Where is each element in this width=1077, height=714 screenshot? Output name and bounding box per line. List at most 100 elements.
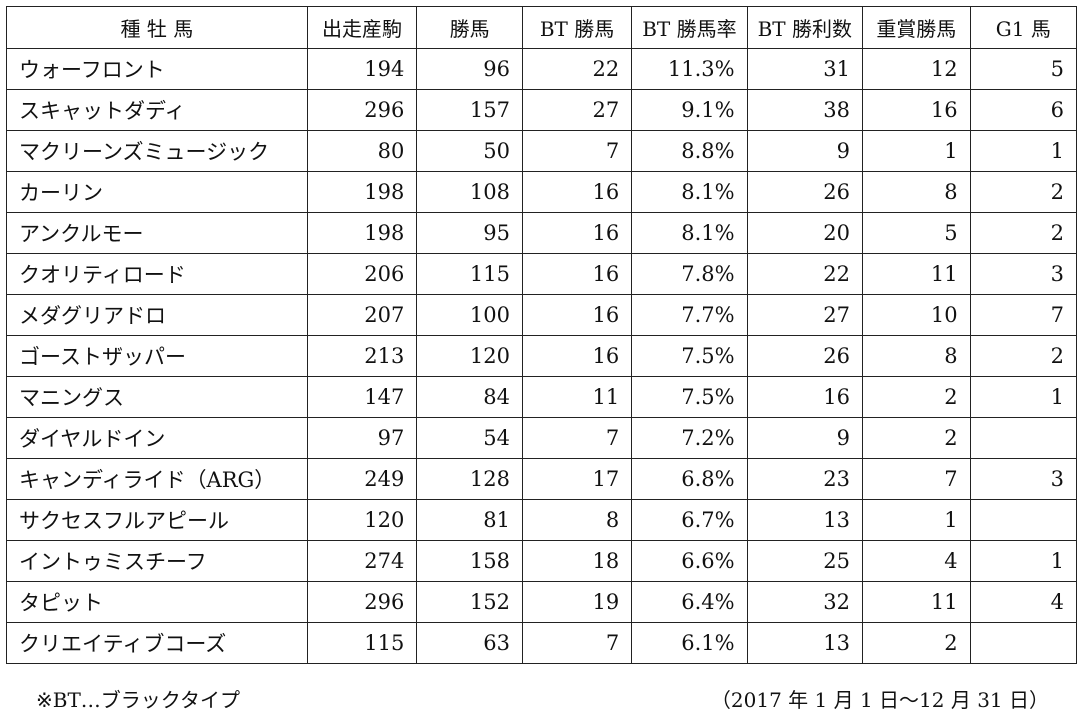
cell-bt-winner-rate: 9.1% bbox=[631, 89, 748, 131]
cell-bt-winners: 7 bbox=[521, 622, 633, 664]
cell-winners: 108 bbox=[416, 171, 523, 213]
cell-graded-winners: 5 bbox=[862, 212, 971, 254]
cell-winners: 95 bbox=[416, 212, 523, 254]
cell-bt-winner-rate: 7.7% bbox=[631, 294, 748, 336]
cell-starters: 207 bbox=[306, 294, 418, 336]
cell-sire-name: イントゥミスチーフ bbox=[6, 540, 308, 582]
cell-bt-wins: 26 bbox=[746, 171, 864, 213]
cell-sire-name: タピット bbox=[6, 581, 308, 623]
cell-bt-winners: 7 bbox=[521, 130, 633, 172]
cell-g1-horses: 3 bbox=[969, 458, 1077, 500]
cell-bt-wins: 9 bbox=[746, 130, 864, 172]
cell-graded-winners: 10 bbox=[862, 294, 971, 336]
cell-g1-horses bbox=[969, 622, 1077, 664]
table-row: サクセスフルアピール 120 81 8 6.7% 13 1 bbox=[6, 499, 1077, 541]
cell-graded-winners: 7 bbox=[862, 458, 971, 500]
header-starters: 出走産駒 bbox=[306, 6, 418, 49]
table-header: 種 牡 馬 出走産駒 勝馬 BT 勝馬 BT 勝馬率 BT 勝利数 重賞勝馬 G… bbox=[6, 6, 1077, 49]
header-bt-winner-rate: BT 勝馬率 bbox=[631, 6, 748, 49]
cell-sire-name: クオリティロード bbox=[6, 253, 308, 295]
cell-g1-horses: 7 bbox=[969, 294, 1077, 336]
footnote: ※BT…ブラックタイプ bbox=[36, 688, 240, 712]
cell-bt-winners: 16 bbox=[521, 335, 633, 377]
cell-starters: 194 bbox=[306, 48, 418, 90]
cell-bt-winner-rate: 7.5% bbox=[631, 335, 748, 377]
cell-starters: 115 bbox=[306, 622, 418, 664]
cell-bt-wins: 32 bbox=[746, 581, 864, 623]
cell-winners: 128 bbox=[416, 458, 523, 500]
cell-graded-winners: 11 bbox=[862, 253, 971, 295]
cell-starters: 206 bbox=[306, 253, 418, 295]
cell-g1-horses: 2 bbox=[969, 212, 1077, 254]
table-row: ダイヤルドイン 97 54 7 7.2% 9 2 bbox=[6, 417, 1077, 459]
cell-bt-winners: 16 bbox=[521, 294, 633, 336]
cell-starters: 274 bbox=[306, 540, 418, 582]
cell-graded-winners: 4 bbox=[862, 540, 971, 582]
cell-bt-winners: 16 bbox=[521, 212, 633, 254]
cell-bt-winner-rate: 6.6% bbox=[631, 540, 748, 582]
table-row: ウォーフロント 194 96 22 11.3% 31 12 5 bbox=[6, 48, 1077, 90]
cell-winners: 158 bbox=[416, 540, 523, 582]
cell-bt-wins: 20 bbox=[746, 212, 864, 254]
cell-sire-name: クリエイティブコーズ bbox=[6, 622, 308, 664]
cell-g1-horses: 6 bbox=[969, 89, 1077, 131]
cell-graded-winners: 12 bbox=[862, 48, 971, 90]
cell-bt-wins: 23 bbox=[746, 458, 864, 500]
cell-starters: 120 bbox=[306, 499, 418, 541]
cell-graded-winners: 1 bbox=[862, 499, 971, 541]
period-note: （2017 年 1 月 1 日～12 月 31 日） bbox=[710, 688, 1049, 712]
cell-bt-winner-rate: 7.8% bbox=[631, 253, 748, 295]
cell-bt-winner-rate: 6.1% bbox=[631, 622, 748, 664]
cell-bt-winners: 7 bbox=[521, 417, 633, 459]
table-row: イントゥミスチーフ 274 158 18 6.6% 25 4 1 bbox=[6, 540, 1077, 582]
cell-bt-winners: 16 bbox=[521, 253, 633, 295]
header-winners: 勝馬 bbox=[416, 6, 523, 49]
table-row: クオリティロード 206 115 16 7.8% 22 11 3 bbox=[6, 253, 1077, 295]
cell-bt-winner-rate: 7.5% bbox=[631, 376, 748, 418]
cell-bt-wins: 27 bbox=[746, 294, 864, 336]
cell-winners: 96 bbox=[416, 48, 523, 90]
table-body: ウォーフロント 194 96 22 11.3% 31 12 5 スキャットダディ 296 157 27… bbox=[6, 48, 1077, 664]
table-row: マニングス 147 84 11 7.5% 16 2 1 bbox=[6, 376, 1077, 418]
cell-g1-horses: 3 bbox=[969, 253, 1077, 295]
table-row: アンクルモー 198 95 16 8.1% 20 5 2 bbox=[6, 212, 1077, 254]
cell-graded-winners: 8 bbox=[862, 171, 971, 213]
cell-winners: 81 bbox=[416, 499, 523, 541]
cell-sire-name: メダグリアドロ bbox=[6, 294, 308, 336]
cell-bt-wins: 16 bbox=[746, 376, 864, 418]
cell-winners: 152 bbox=[416, 581, 523, 623]
cell-bt-wins: 26 bbox=[746, 335, 864, 377]
cell-graded-winners: 2 bbox=[862, 417, 971, 459]
cell-g1-horses bbox=[969, 499, 1077, 541]
cell-bt-wins: 31 bbox=[746, 48, 864, 90]
cell-sire-name: アンクルモー bbox=[6, 212, 308, 254]
cell-bt-wins: 22 bbox=[746, 253, 864, 295]
cell-sire-name: スキャットダディ bbox=[6, 89, 308, 131]
header-sire: 種 牡 馬 bbox=[6, 6, 308, 49]
cell-graded-winners: 1 bbox=[862, 130, 971, 172]
cell-sire-name: マニングス bbox=[6, 376, 308, 418]
cell-graded-winners: 2 bbox=[862, 622, 971, 664]
cell-bt-winner-rate: 8.8% bbox=[631, 130, 748, 172]
cell-sire-name: カーリン bbox=[6, 171, 308, 213]
cell-bt-winners: 17 bbox=[521, 458, 633, 500]
cell-winners: 63 bbox=[416, 622, 523, 664]
table-row: タピット 296 152 19 6.4% 32 11 4 bbox=[6, 581, 1077, 623]
cell-sire-name: ウォーフロント bbox=[6, 48, 308, 90]
cell-g1-horses: 1 bbox=[969, 540, 1077, 582]
cell-bt-wins: 13 bbox=[746, 622, 864, 664]
table-row: キャンディライド（ARG） 249 128 17 6.8% 23 7 3 bbox=[6, 458, 1077, 500]
cell-winners: 120 bbox=[416, 335, 523, 377]
sire-stats-table: 種 牡 馬 出走産駒 勝馬 BT 勝馬 BT 勝馬率 BT 勝利数 重賞勝馬 G… bbox=[6, 6, 1077, 664]
cell-starters: 80 bbox=[306, 130, 418, 172]
cell-g1-horses: 1 bbox=[969, 376, 1077, 418]
cell-starters: 249 bbox=[306, 458, 418, 500]
cell-bt-winner-rate: 7.2% bbox=[631, 417, 748, 459]
cell-bt-wins: 9 bbox=[746, 417, 864, 459]
cell-bt-wins: 25 bbox=[746, 540, 864, 582]
cell-bt-winners: 27 bbox=[521, 89, 633, 131]
cell-starters: 198 bbox=[306, 171, 418, 213]
cell-starters: 296 bbox=[306, 89, 418, 131]
cell-bt-wins: 38 bbox=[746, 89, 864, 131]
cell-bt-winner-rate: 8.1% bbox=[631, 212, 748, 254]
